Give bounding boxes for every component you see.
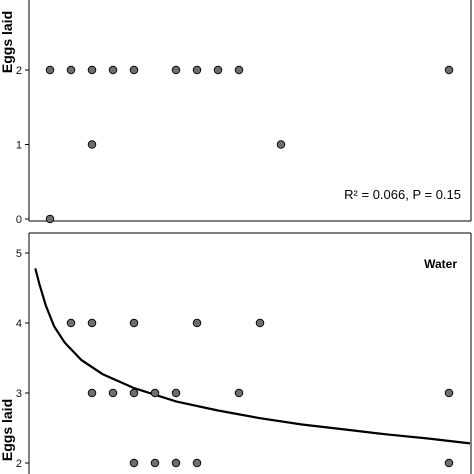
data-point — [129, 458, 139, 468]
data-point — [171, 458, 181, 468]
data-point — [444, 458, 454, 468]
y-tick-label: 1 — [16, 140, 22, 152]
data-point — [171, 65, 181, 75]
data-point — [276, 140, 286, 149]
y-tick-label: 3 — [16, 388, 22, 400]
fit-curve — [34, 268, 471, 445]
y-ticks: 2 3 4 5 — [16, 248, 29, 470]
panel-top: Eggs laid 0 1 2 R² = 0.066, P = 0.15 — [0, 0, 472, 226]
data-point — [192, 458, 202, 468]
data-point — [234, 388, 244, 398]
data-point — [66, 318, 76, 328]
data-point — [108, 388, 118, 398]
data-point — [87, 65, 97, 75]
data-point — [444, 65, 454, 75]
data-point — [66, 65, 76, 75]
fit-statistics: R² = 0.066, P = 0.15 — [344, 187, 461, 202]
y-axis-label: Eggs laid — [0, 399, 15, 461]
data-point — [87, 318, 97, 328]
data-point — [129, 388, 139, 398]
data-point — [150, 458, 160, 468]
data-point — [444, 388, 454, 398]
data-point — [171, 388, 181, 398]
data-point — [87, 140, 97, 149]
data-points — [45, 65, 454, 224]
data-point — [192, 318, 202, 328]
panel-label: Water — [424, 257, 457, 271]
data-point — [213, 65, 223, 75]
y-tick-label: 2 — [16, 458, 22, 470]
data-point — [234, 65, 244, 75]
data-point — [192, 65, 202, 75]
panel-bottom: Eggs laid 2 3 4 5 Water — [0, 232, 472, 474]
data-point — [150, 388, 160, 398]
data-points — [66, 318, 454, 468]
data-point — [129, 65, 139, 75]
data-point — [129, 318, 139, 328]
y-axis-label: Eggs laid — [0, 11, 15, 73]
data-point — [87, 388, 97, 398]
data-point — [45, 214, 55, 224]
y-ticks: 0 1 2 — [16, 65, 29, 226]
y-tick-label: 0 — [16, 214, 22, 226]
data-point — [255, 318, 265, 328]
y-tick-label: 2 — [16, 65, 22, 77]
y-tick-label: 5 — [16, 248, 22, 260]
data-point — [108, 65, 118, 75]
data-point — [45, 65, 55, 75]
y-tick-label: 4 — [16, 318, 22, 330]
